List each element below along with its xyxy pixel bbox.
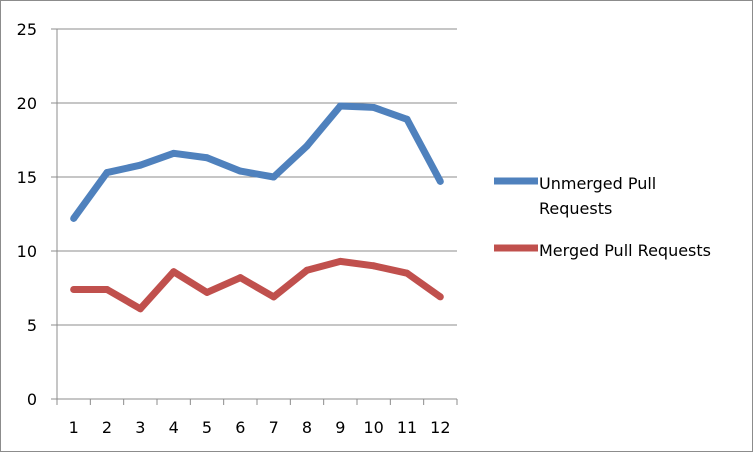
data-point	[336, 257, 344, 265]
x-tick-label: 4	[169, 418, 179, 437]
y-tick-labels: 0 5 10 15 20 25	[17, 20, 37, 409]
data-point	[303, 142, 311, 150]
x-tick-label: 2	[102, 418, 112, 437]
x-tick-label: 8	[302, 418, 312, 437]
data-point	[136, 161, 144, 169]
legend-label-1: Unmerged Pull	[539, 174, 656, 193]
y-tick-label: 10	[17, 242, 37, 261]
data-point	[270, 173, 278, 181]
legend-label-1: Requests	[539, 199, 612, 218]
legend: Unmerged Pull Requests Merged Pull Request…	[494, 174, 711, 260]
x-tick-label: 3	[135, 418, 145, 437]
data-point	[203, 154, 211, 162]
x-tick-label: 1	[69, 418, 79, 437]
data-point	[270, 293, 278, 301]
data-point	[436, 293, 444, 301]
y-tick-label: 25	[17, 20, 37, 39]
x-tick-label: 9	[335, 418, 345, 437]
series-line-2	[73, 257, 443, 313]
legend-label-2: Merged Pull Requests	[539, 241, 711, 260]
x-tick-label: 7	[269, 418, 279, 437]
y-tick-label: 20	[17, 94, 37, 113]
x-tick-labels: 1 2 3 4 5 6 7 8 9 10 11 12	[69, 418, 451, 437]
data-point	[436, 177, 444, 185]
axes	[51, 28, 458, 405]
data-point	[370, 262, 378, 270]
y-tick-label: 5	[27, 316, 37, 335]
series-line-1	[70, 102, 444, 221]
data-point	[70, 285, 78, 293]
series-lines	[70, 102, 444, 313]
y-tick-label: 15	[17, 168, 37, 187]
data-point	[403, 269, 411, 277]
data-point	[303, 266, 311, 274]
data-point	[203, 288, 211, 296]
x-tick-label: 12	[430, 418, 450, 437]
x-tick-label: 5	[202, 418, 212, 437]
data-point	[103, 169, 111, 177]
x-tick-label: 6	[235, 418, 245, 437]
data-point	[370, 103, 378, 111]
data-point	[170, 268, 178, 276]
data-point	[236, 274, 244, 282]
data-point	[170, 149, 178, 157]
data-point	[136, 305, 144, 313]
y-tick-label: 0	[27, 390, 37, 409]
x-tick-label: 11	[397, 418, 417, 437]
data-point	[236, 167, 244, 175]
data-point	[103, 285, 111, 293]
data-point	[70, 214, 78, 222]
x-tick-label: 10	[363, 418, 383, 437]
data-point	[336, 102, 344, 110]
data-point	[403, 115, 411, 123]
